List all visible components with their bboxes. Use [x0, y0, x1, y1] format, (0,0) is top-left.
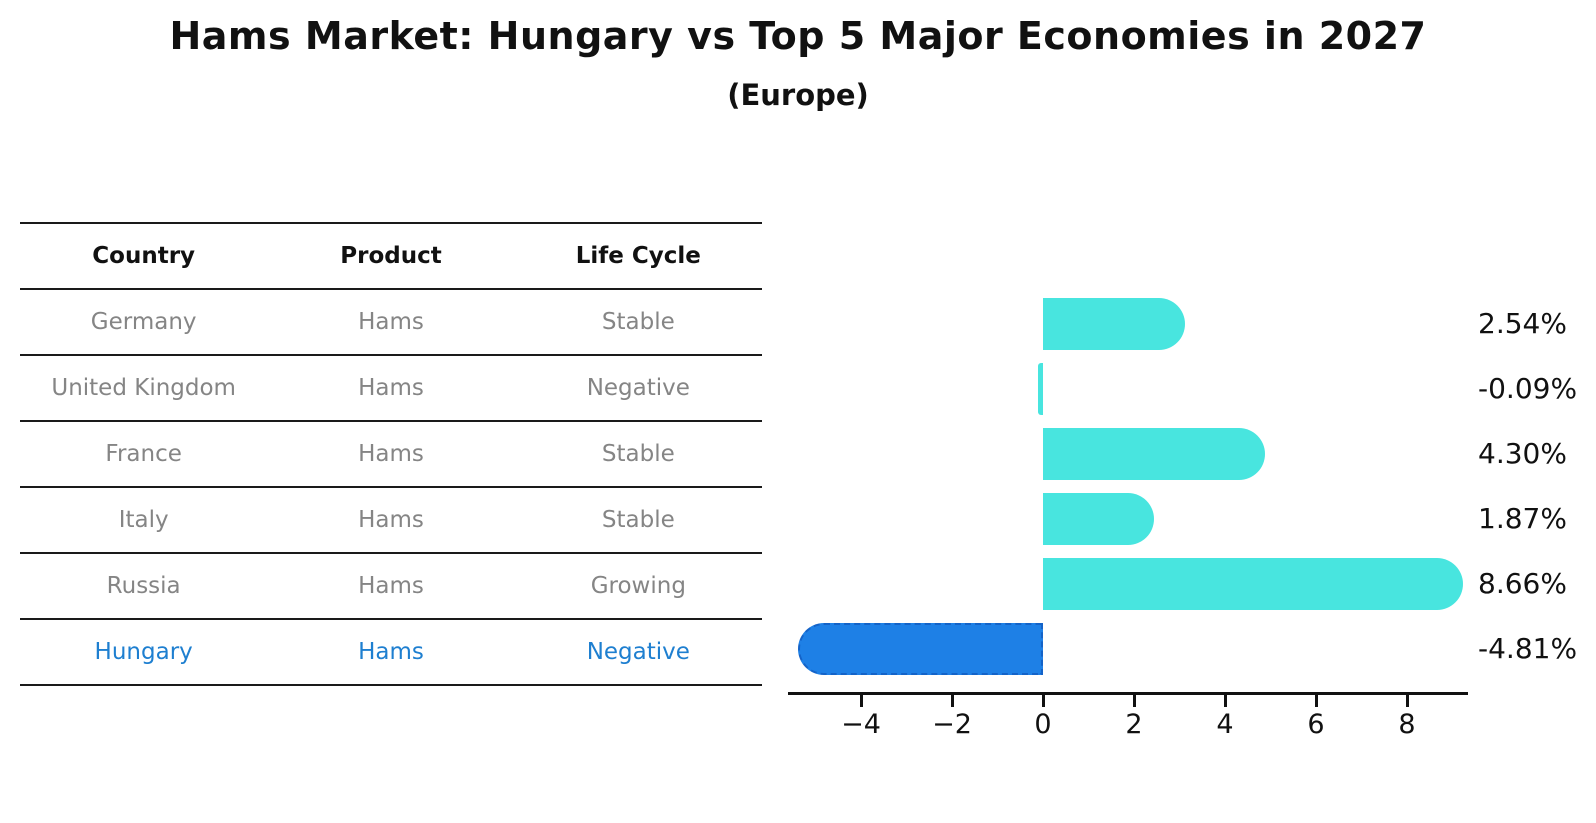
- cell-product: Hams: [267, 421, 515, 488]
- value-label-united-kingdom: -0.09%: [1478, 372, 1578, 405]
- cell-life-cycle: Negative: [514, 619, 762, 686]
- table-row-france: France Hams Stable: [20, 421, 762, 488]
- table-row-italy: Italy Hams Stable: [20, 487, 762, 554]
- cell-country: France: [20, 421, 268, 488]
- chart-subtitle: (Europe): [727, 78, 869, 112]
- bar-france: [1043, 428, 1265, 480]
- value-label-france: 4.30%: [1478, 437, 1567, 470]
- table-row-russia: Russia Hams Growing: [20, 553, 762, 620]
- x-axis-tick-label-2: 2: [1125, 709, 1143, 740]
- x-axis-tick-label-4: 4: [1216, 709, 1234, 740]
- table-row-hungary: Hungary Hams Negative: [20, 619, 762, 686]
- x-axis-tick-4: [1223, 695, 1227, 707]
- cell-life-cycle: Growing: [514, 553, 762, 620]
- cell-product: Hams: [267, 289, 515, 356]
- col-header-product: Product: [267, 222, 515, 290]
- bar-russia: [1043, 558, 1464, 610]
- value-label-russia: 8.66%: [1478, 567, 1567, 600]
- cell-country: Hungary: [20, 619, 268, 686]
- col-header-lifecycle: Life Cycle: [514, 222, 762, 290]
- cell-product: Hams: [267, 619, 515, 686]
- value-label-germany: 2.54%: [1478, 307, 1567, 340]
- x-axis-tick-6: [1314, 695, 1318, 707]
- cell-product: Hams: [267, 355, 515, 422]
- x-axis-tick-label-6: 6: [1307, 709, 1325, 740]
- cell-life-cycle: Stable: [514, 421, 762, 488]
- bar-italy: [1043, 493, 1155, 545]
- cell-country: Germany: [20, 289, 268, 356]
- cell-country: United Kingdom: [20, 355, 268, 422]
- table-header-row: Country Product Life Cycle: [20, 222, 762, 290]
- x-axis-line: [788, 692, 1468, 695]
- col-header-country: Country: [20, 222, 268, 290]
- x-axis-tick-8: [1405, 695, 1409, 707]
- x-axis-tick-label-8: 8: [1398, 709, 1416, 740]
- x-axis-tick-label--2: −2: [932, 709, 972, 740]
- x-axis-tick-label-0: 0: [1034, 709, 1052, 740]
- country-table: Country Product Life Cycle Germany Hams St…: [20, 222, 762, 686]
- bar-germany: [1043, 298, 1185, 350]
- table-row-united-kingdom: United Kingdom Hams Negative: [20, 355, 762, 422]
- cell-product: Hams: [267, 553, 515, 620]
- chart-title: Hams Market: Hungary vs Top 5 Major Econ…: [169, 14, 1427, 58]
- x-axis-tick-label--4: −4: [841, 709, 881, 740]
- x-axis-tick-0: [1041, 695, 1045, 707]
- cell-life-cycle: Stable: [514, 289, 762, 356]
- value-label-hungary: -4.81%: [1478, 632, 1578, 665]
- table-row-germany: Germany Hams Stable: [20, 289, 762, 356]
- cell-life-cycle: Stable: [514, 487, 762, 554]
- bar-hungary: [798, 623, 1043, 675]
- cell-country: Russia: [20, 553, 268, 620]
- x-axis-tick--2: [950, 695, 954, 707]
- x-axis-tick--4: [859, 695, 863, 707]
- value-label-italy: 1.87%: [1478, 502, 1567, 535]
- cell-product: Hams: [267, 487, 515, 554]
- bar-united-kingdom: [1038, 363, 1043, 415]
- x-axis-tick-2: [1132, 695, 1136, 707]
- cell-life-cycle: Negative: [514, 355, 762, 422]
- cell-country: Italy: [20, 487, 268, 554]
